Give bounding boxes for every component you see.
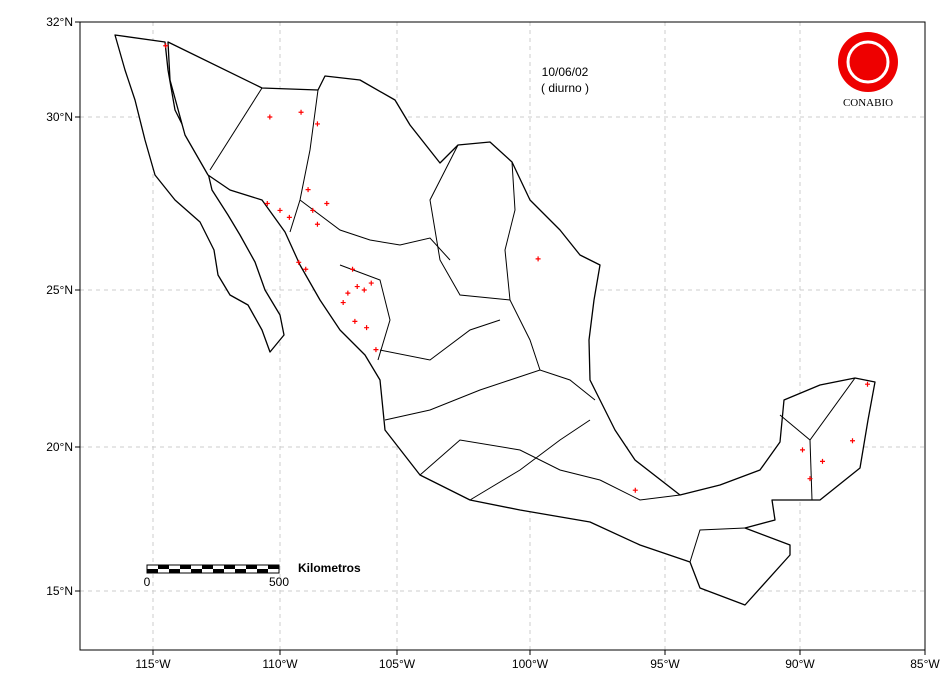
state-borders [209, 87, 856, 563]
fire-point [364, 325, 370, 331]
logo: CONABIO [838, 32, 898, 109]
logo-label: CONABIO [843, 97, 893, 109]
fire-point [373, 347, 379, 353]
fire-point [340, 300, 346, 306]
y-tick-label: 30°N [46, 110, 73, 124]
fire-point [314, 221, 320, 227]
scale-segment [202, 565, 213, 569]
fire-points [163, 43, 870, 493]
fire-point [368, 280, 374, 286]
fire-point [345, 290, 351, 296]
scale-unit: Kilometros [298, 561, 361, 575]
x-tick-label: 95°W [650, 657, 680, 671]
fire-point [286, 214, 292, 220]
scale-segment [235, 569, 246, 573]
scale-segment [180, 565, 191, 569]
scale-segment [257, 569, 268, 573]
fire-point [277, 207, 283, 213]
scale-segment [246, 565, 257, 569]
y-tick-label: 25°N [46, 283, 73, 297]
fire-point [267, 114, 273, 120]
fire-point [850, 438, 855, 444]
x-tick-label: 115°W [135, 657, 171, 671]
logo-ring [846, 40, 890, 84]
fire-point [535, 256, 541, 262]
scale-segment [158, 565, 169, 569]
scale-segment [169, 569, 180, 573]
period: ( diurno ) [541, 81, 589, 95]
fire-point [264, 201, 270, 206]
scale-segment [268, 565, 279, 569]
fire-point [305, 187, 311, 193]
fire-point [632, 487, 638, 493]
fire-point [350, 266, 356, 272]
scale-segment [213, 569, 224, 573]
fire-point [303, 266, 309, 272]
fire-point [314, 121, 320, 127]
y-tick-label: 20°N [46, 440, 73, 454]
fire-point [807, 476, 813, 482]
fire-point [310, 207, 316, 213]
x-tick-label: 105°W [379, 657, 416, 671]
fire-point [352, 318, 358, 324]
fire-point [298, 109, 304, 115]
scale-end: 500 [269, 575, 289, 589]
fire-point [361, 287, 367, 293]
fire-point [820, 458, 825, 464]
scale-segment [147, 569, 158, 573]
scale-start: 0 [144, 575, 151, 589]
fire-point [296, 259, 302, 265]
scale-segment [224, 565, 235, 569]
scale-segment [191, 569, 202, 573]
fire-point [354, 284, 360, 290]
fire-point [865, 381, 870, 387]
date: 10/06/02 [542, 65, 589, 79]
x-tick-label: 110°W [262, 657, 298, 671]
x-tick-label: 100°W [512, 657, 549, 671]
x-tick-label: 90°W [785, 657, 815, 671]
y-tick-label: 15°N [46, 584, 73, 598]
scale-bar: 0 500 Kilometros [144, 561, 361, 589]
x-tick-label: 85°W [910, 657, 940, 671]
fire-point [163, 43, 169, 49]
fire-point [324, 201, 330, 206]
frame [79, 21, 926, 651]
y-tick-label: 32°N [46, 15, 73, 29]
fire-point [800, 447, 805, 453]
